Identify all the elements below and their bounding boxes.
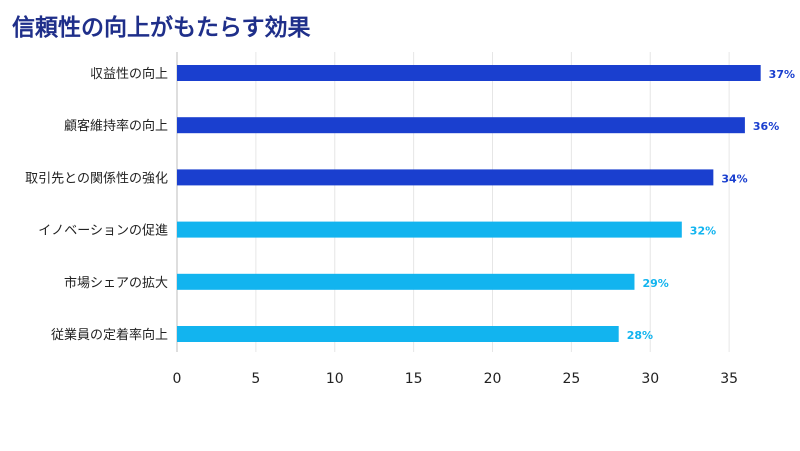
value-label: 37% — [769, 68, 795, 81]
category-label: イノベーションの促進 — [38, 224, 168, 239]
category-label: 市場シェアの拡大 — [64, 275, 168, 291]
bar — [177, 273, 635, 290]
value-label: 32% — [690, 225, 716, 238]
x-tick-label: 30 — [641, 371, 659, 387]
bar — [177, 117, 745, 134]
category-label: 取引先との関係性の強化 — [25, 171, 168, 186]
category-label: 収益性の向上 — [90, 66, 168, 82]
bar — [177, 65, 761, 81]
x-tick-label: 20 — [484, 371, 502, 387]
value-label: 28% — [627, 329, 653, 342]
value-label: 34% — [721, 172, 747, 185]
x-tick-label: 25 — [562, 371, 580, 387]
bar — [177, 326, 619, 342]
value-label: 36% — [753, 120, 779, 133]
x-tick-label: 5 — [251, 371, 260, 387]
x-tick-label: 0 — [173, 371, 182, 387]
category-label: 顧客維持率の向上 — [64, 118, 168, 134]
category-label: 従業員の定着率向上 — [51, 327, 168, 343]
chart-title: 信頼性の向上がもたらす効果 — [12, 15, 311, 41]
bar — [177, 221, 682, 238]
x-tick-label: 15 — [405, 371, 423, 387]
x-tick-label: 10 — [326, 371, 344, 387]
x-tick-label: 35 — [720, 371, 738, 387]
value-label: 29% — [642, 277, 668, 290]
bar — [177, 169, 714, 186]
